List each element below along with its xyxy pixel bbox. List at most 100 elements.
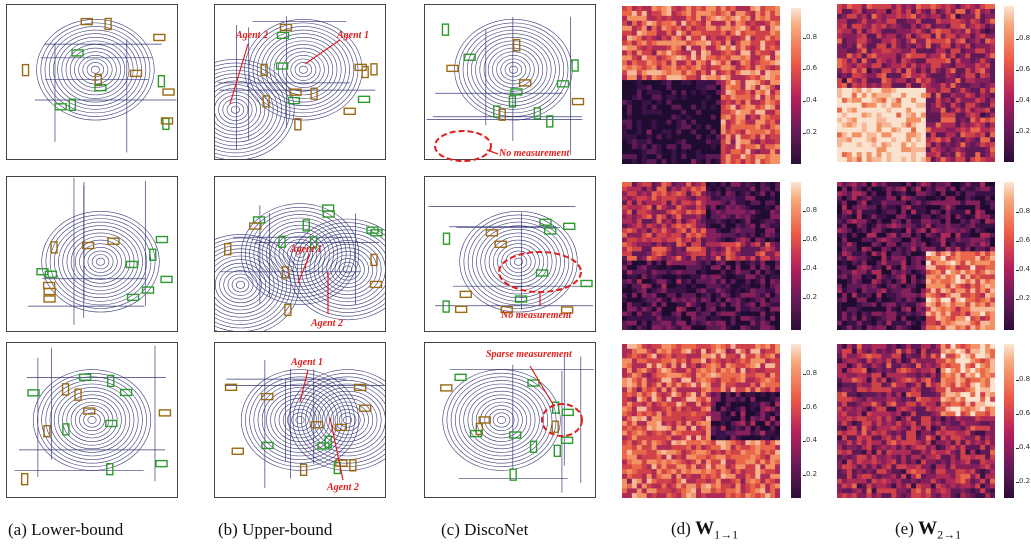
heatmap-cell <box>636 154 643 160</box>
heatmap-cell <box>656 214 662 220</box>
heatmap-cell <box>760 186 766 192</box>
heatmap-cell <box>930 112 937 119</box>
heatmap-cell <box>916 117 922 123</box>
heatmap-cell <box>965 43 971 49</box>
heatmap-cell <box>622 144 628 150</box>
heatmap-cell <box>691 387 697 393</box>
heatmap-cell <box>950 209 956 215</box>
heatmap-cell <box>886 242 892 248</box>
heatmap-cell <box>735 401 741 408</box>
heatmap-cell <box>626 159 633 164</box>
heatmap-cell <box>735 6 741 12</box>
heatmap-cell <box>940 316 947 322</box>
heatmap-cell <box>775 124 780 130</box>
heatmap-cell <box>626 237 633 243</box>
heatmap-cell <box>622 209 628 215</box>
heatmap-cell <box>770 89 776 96</box>
heatmap-cell <box>661 228 667 234</box>
heatmap-cell <box>970 127 976 133</box>
heatmap-cell <box>651 129 658 135</box>
predicted-box <box>153 33 166 42</box>
heatmap-cell <box>891 117 897 123</box>
heatmap-cell <box>901 112 907 119</box>
heatmap-cell <box>631 232 638 238</box>
heatmap-cell <box>896 256 902 262</box>
heatmap-cell <box>920 13 927 20</box>
heatmap-cell <box>646 256 653 262</box>
heatmap-cell <box>696 70 702 76</box>
heatmap-cell <box>871 265 877 271</box>
heatmap-cell <box>631 274 638 280</box>
heatmap-cell <box>696 30 702 37</box>
heatmap-cell <box>896 260 902 266</box>
heatmap-cell <box>626 99 633 106</box>
heatmap-cell <box>975 288 981 294</box>
heatmap-cell <box>725 358 732 364</box>
heatmap-cell <box>935 13 942 20</box>
heatmap-cell <box>681 411 687 417</box>
heatmap-cell <box>626 214 633 220</box>
heatmap-cell <box>930 78 937 84</box>
heatmap-cell <box>626 219 633 225</box>
heatmap-cell <box>925 293 932 299</box>
heatmap-cell <box>725 251 732 257</box>
heatmap-cell <box>671 223 677 229</box>
heatmap-cell <box>760 344 766 350</box>
heatmap-cell <box>636 182 643 188</box>
heatmap-cell <box>920 237 927 243</box>
heatmap-cell <box>891 311 897 317</box>
heatmap-cell <box>626 353 633 359</box>
heatmap-cell <box>710 80 717 86</box>
heatmap-cell <box>720 228 727 234</box>
heatmap-cell <box>666 372 672 379</box>
heatmap-cell <box>641 274 648 280</box>
heatmap-cell <box>686 25 692 32</box>
heatmap-cell <box>856 214 863 220</box>
heatmap-cell <box>930 260 937 266</box>
heatmap-cell <box>975 97 981 104</box>
heatmap-cell <box>755 114 761 121</box>
heatmap-cell <box>935 43 942 49</box>
heatmap-cell <box>955 4 961 10</box>
heatmap-cell <box>730 223 737 229</box>
ground-truth-box <box>106 462 114 476</box>
heatmap-cell <box>935 18 942 25</box>
heatmap-cell <box>960 63 966 69</box>
heatmap-cell <box>636 20 643 27</box>
heatmap-cell <box>661 65 667 71</box>
heatmap-cell <box>666 302 672 308</box>
heatmap-cell <box>896 63 902 69</box>
heatmap-cell <box>676 10 682 17</box>
heatmap-cell <box>911 320 917 326</box>
heatmap-cell <box>755 353 761 359</box>
heatmap-cell <box>886 237 892 243</box>
heatmap-cell <box>676 372 682 379</box>
heatmap-cell <box>837 28 843 35</box>
scan-ring <box>462 26 565 114</box>
heatmap-cell <box>755 80 761 86</box>
heatmap-cell <box>641 159 648 164</box>
heatmap-cell <box>837 112 843 119</box>
heatmap-cell <box>691 392 697 398</box>
heatmap-cell <box>730 256 737 262</box>
heatmap-cell <box>851 214 858 220</box>
heatmap-cell <box>661 358 667 364</box>
heatmap-cell <box>735 114 741 121</box>
heatmap-cell <box>765 377 771 383</box>
heatmap-cell <box>691 396 697 403</box>
heatmap-cell <box>960 48 966 54</box>
heatmap-cell <box>705 396 712 403</box>
heatmap-cell <box>886 191 892 197</box>
heatmap-cell <box>691 129 697 135</box>
heatmap-cell <box>980 256 986 262</box>
heatmap-cell <box>896 87 902 94</box>
heatmap-cell <box>701 10 707 17</box>
heatmap-cell <box>916 4 922 10</box>
heatmap-cell <box>745 75 751 81</box>
heatmap-cell <box>841 297 848 303</box>
heatmap-cell <box>701 406 707 412</box>
heatmap-cell <box>750 406 756 412</box>
heatmap-cell <box>656 344 662 350</box>
heatmap-cell <box>636 10 643 17</box>
scan-ring <box>463 387 540 453</box>
